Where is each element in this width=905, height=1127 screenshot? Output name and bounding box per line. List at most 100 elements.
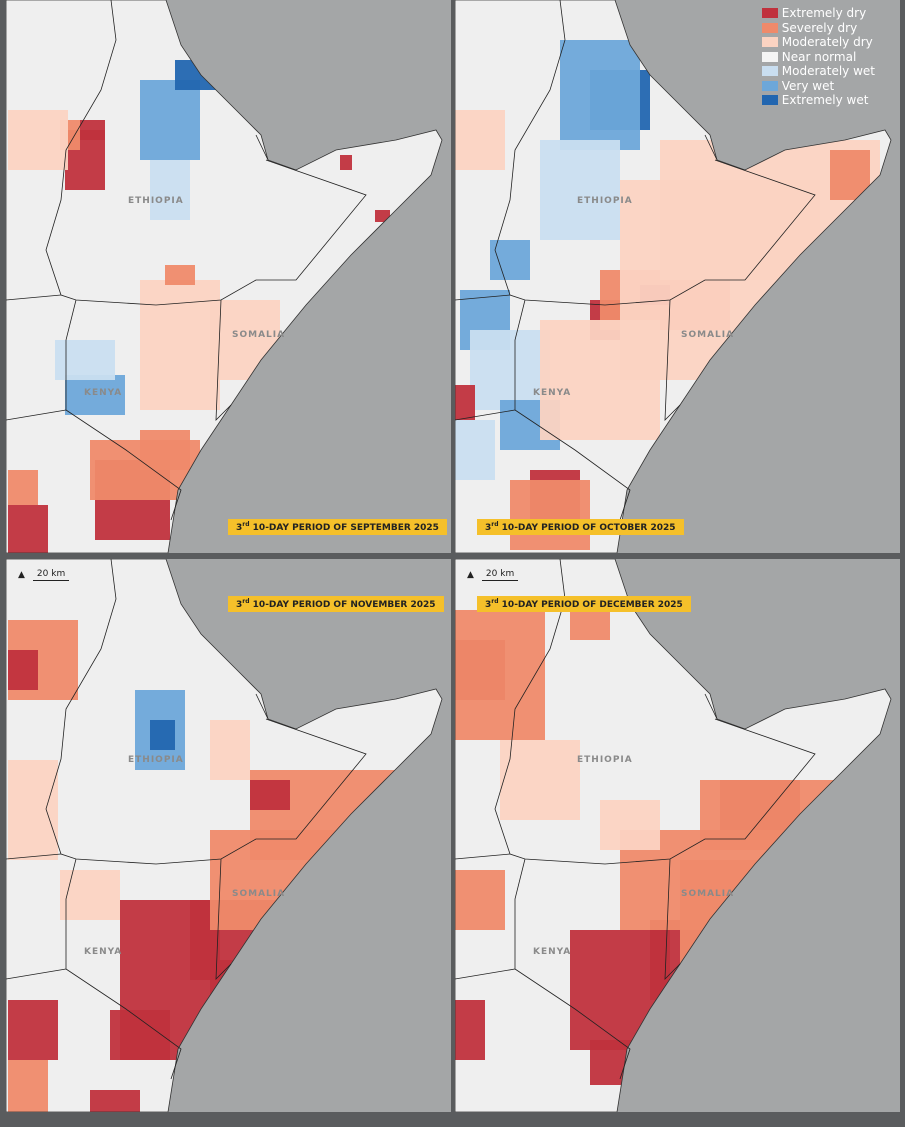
country-label-somalia: SOMALIA — [681, 889, 735, 899]
map-panel-2: ETHIOPIA SOMALIA KENYA 3rd 10-DAY PERIOD OF… — [455, 0, 900, 553]
anomaly-patch-ed — [375, 210, 390, 222]
anomaly-patch-mw — [470, 330, 550, 410]
coastline — [6, 0, 443, 553]
legend-swatch — [761, 66, 778, 77]
anomaly-patch-ed — [830, 810, 870, 840]
anomaly-patch-sd — [830, 150, 870, 200]
map-canvas — [6, 0, 443, 553]
country-label-ethiopia: ETHIOPIA — [577, 196, 633, 206]
anomaly-patch-sd — [570, 610, 610, 640]
anomaly-patch-sd — [8, 470, 38, 505]
map-panel-4: ETHIOPIA SOMALIA KENYA 3rd 10-DAY PERIOD OF… — [455, 559, 900, 1112]
country-label-somalia: SOMALIA — [681, 330, 735, 340]
scale-bar: ▲ 20 km — [467, 569, 519, 581]
anomaly-patch-mw — [150, 160, 190, 220]
anomaly-patch-sd — [310, 860, 390, 940]
anomaly-patch-ed — [210, 960, 270, 1040]
anomaly-patch-sd — [455, 870, 505, 930]
anomaly-patch-vw — [560, 40, 640, 150]
period-title: 3rd 10-DAY PERIOD OF DECEMBER 2025 — [477, 596, 691, 612]
anomaly-patch-mw — [455, 420, 495, 480]
map-panel-1: ETHIOPIA SOMALIA KENYA 3rd 10-DAY PERIOD OF… — [6, 0, 451, 553]
anomaly-patch-ed — [110, 1010, 170, 1060]
legend-swatch — [761, 80, 778, 91]
anomaly-patch-ew — [175, 60, 235, 90]
country-label-ethiopia: ETHIOPIA — [577, 755, 633, 765]
country-border — [6, 858, 232, 981]
country-border — [455, 294, 631, 521]
legend-swatch — [761, 22, 778, 33]
anomaly-patch-ew — [150, 720, 175, 750]
anomaly-patch-md — [8, 110, 68, 170]
legend-label: Very wet — [781, 78, 835, 93]
period-title: 3rd 10-DAY PERIOD OF OCTOBER 2025 — [477, 519, 684, 535]
anomaly-patch-md — [140, 280, 220, 410]
anomaly-patch-sd — [700, 780, 880, 850]
period-text: 10-DAY PERIOD OF NOVEMBER 2025 — [249, 600, 436, 610]
anomaly-patch-vw — [65, 375, 125, 415]
country-label-kenya: KENYA — [533, 388, 572, 398]
legend-item: Moderately dry — [761, 35, 875, 50]
anomaly-patch-ed — [90, 1090, 140, 1112]
anomaly-patch-vw — [140, 80, 200, 160]
legend-item: Extremely dry — [761, 6, 875, 21]
anomaly-patch-ed — [455, 1000, 485, 1060]
anomaly-patch-mw — [540, 140, 620, 240]
ordinal: 3 — [485, 600, 492, 610]
anomaly-patch-ed — [420, 770, 435, 810]
country-border — [704, 134, 718, 161]
anomaly-patch-mw — [55, 340, 115, 380]
country-border — [6, 299, 232, 422]
country-label-somalia: SOMALIA — [232, 889, 286, 899]
period-text: 10-DAY PERIOD OF DECEMBER 2025 — [498, 600, 683, 610]
anomaly-patch-ed — [455, 385, 475, 420]
country-border — [6, 294, 182, 521]
country-border — [704, 693, 718, 720]
period-text: 10-DAY PERIOD OF SEPTEMBER 2025 — [249, 523, 439, 533]
anomaly-patch-ed — [80, 120, 105, 140]
legend-item: Near normal — [761, 50, 875, 65]
country-label-kenya: KENYA — [84, 947, 123, 957]
ordinal-suffix: rd — [491, 598, 499, 605]
anomaly-patch-vw — [490, 240, 530, 280]
period-title: 3rd 10-DAY PERIOD OF NOVEMBER 2025 — [228, 596, 444, 612]
country-label-somalia: SOMALIA — [232, 330, 286, 340]
map-canvas — [455, 559, 892, 1112]
legend-item: Severely dry — [761, 20, 875, 36]
ordinal: 3 — [485, 523, 492, 533]
coastline — [6, 559, 443, 1112]
legend-swatch — [761, 95, 778, 106]
anomaly-patch-ed — [8, 1000, 58, 1060]
legend-label: Moderately wet — [781, 64, 875, 79]
map-legend: Extremely dry Severely dry Moderately dry N… — [761, 6, 875, 108]
legend-label: Severely dry — [781, 20, 858, 35]
land-area — [6, 0, 442, 553]
anomaly-patch-md — [500, 740, 580, 820]
anomaly-patch-sd — [140, 430, 190, 470]
anomaly-patch-md — [540, 320, 660, 440]
legend-label: Extremely wet — [781, 93, 869, 108]
legend-label: Extremely dry — [781, 6, 867, 21]
ordinal: 3 — [236, 523, 243, 533]
anomaly-patch-ed — [8, 505, 48, 553]
ordinal: 3 — [236, 600, 243, 610]
country-border — [45, 559, 367, 865]
country-border — [45, 0, 367, 306]
country-border — [455, 858, 681, 981]
north-arrow-icon: ▲ — [467, 570, 474, 580]
legend-label: Moderately dry — [781, 35, 873, 50]
anomaly-patch-md — [60, 870, 120, 920]
country-border — [494, 0, 816, 306]
coastline — [455, 0, 892, 553]
north-arrow-icon: ▲ — [18, 570, 25, 580]
legend-item: Very wet — [761, 78, 875, 94]
anomaly-patch-md — [8, 760, 58, 860]
country-border — [255, 693, 269, 720]
map-canvas — [6, 559, 443, 1112]
anomaly-patch-sd — [510, 480, 590, 550]
period-title: 3rd 10-DAY PERIOD OF SEPTEMBER 2025 — [228, 519, 447, 535]
legend-item: Moderately wet — [761, 64, 875, 79]
ordinal-suffix: rd — [242, 521, 250, 528]
anomaly-patch-ed — [340, 155, 352, 170]
country-border — [6, 853, 182, 1080]
